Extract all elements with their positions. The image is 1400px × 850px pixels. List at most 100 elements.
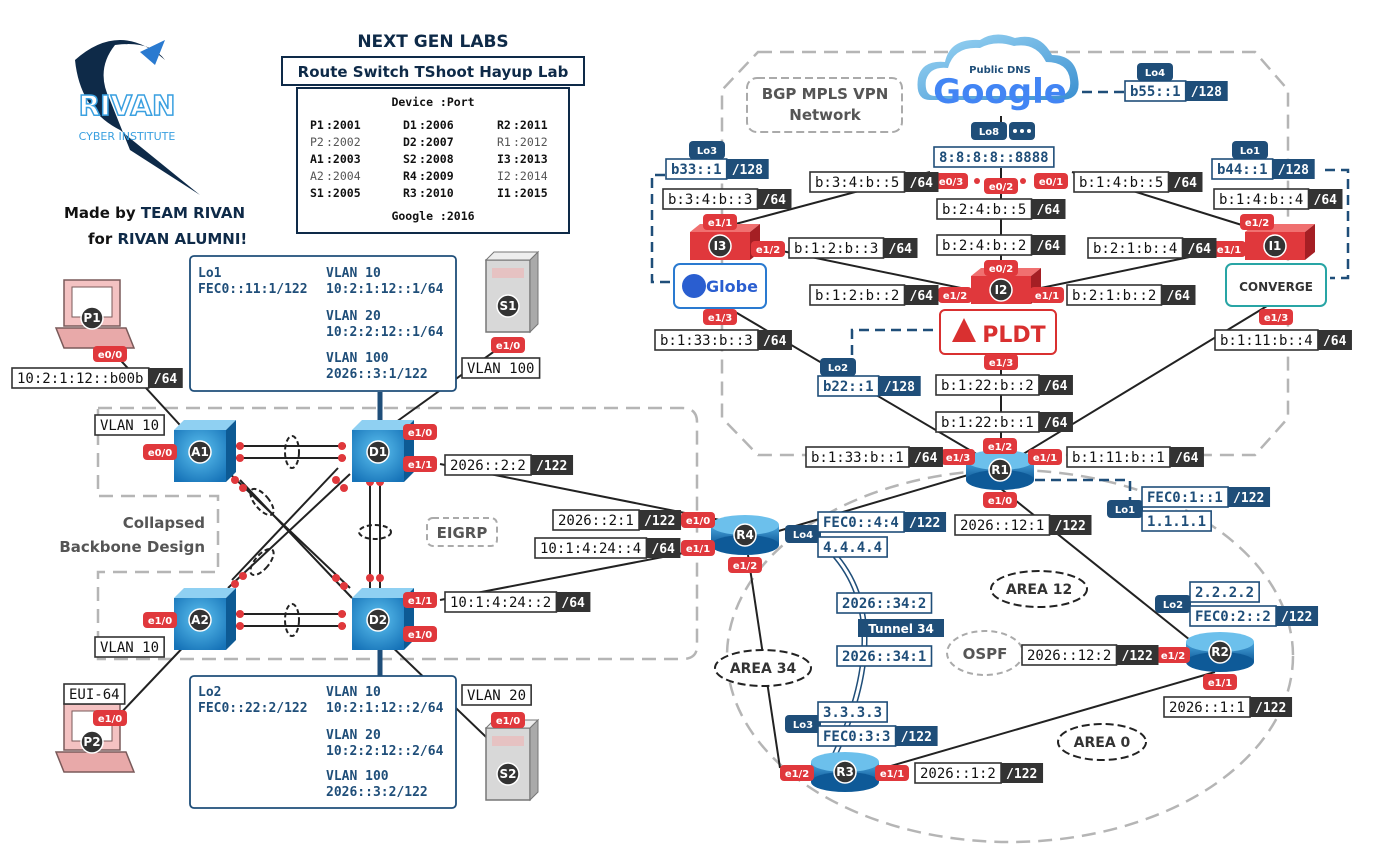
port-channel-markers bbox=[249, 435, 392, 637]
google-cloud: Public DNS Google bbox=[917, 34, 1079, 112]
tunnel-caption: Tunnel 34 bbox=[858, 619, 944, 637]
prefix-length: /64 bbox=[763, 193, 787, 208]
prefix-length: /122 bbox=[1281, 610, 1312, 625]
interface-tag: e0/2 bbox=[984, 260, 1018, 276]
router-r4[interactable]: R4 bbox=[711, 515, 779, 555]
d1-lo-addr: FEC0::11:1/122 bbox=[198, 282, 308, 297]
router-r1[interactable]: R1 bbox=[966, 450, 1034, 490]
address-text: VLAN 10 bbox=[100, 640, 159, 656]
device-name: R4 bbox=[736, 528, 754, 542]
router-r3[interactable]: R3 bbox=[811, 752, 879, 792]
interface-tag: e1/2 bbox=[1156, 647, 1190, 663]
address-text: 2026::1:2 bbox=[920, 766, 996, 782]
interface-tag: e1/1 bbox=[1030, 287, 1064, 303]
address-label: VLAN 10 bbox=[94, 636, 165, 658]
interface-name: e1/1 bbox=[880, 769, 904, 780]
server-s1[interactable]: S1 bbox=[484, 250, 540, 334]
interface-tag: e1/1 bbox=[1212, 241, 1246, 257]
switch-a1[interactable]: A1 bbox=[174, 420, 236, 482]
interface-tag: e1/1 bbox=[403, 456, 437, 472]
bgp-mpls-region bbox=[720, 50, 1290, 457]
address-label: b:1:4:b::5/64 bbox=[1073, 171, 1203, 193]
prefix-length: /64 bbox=[1044, 379, 1068, 394]
interface-tag: e1/0 bbox=[681, 512, 715, 528]
address-label: b:1:33:b::3/64 bbox=[654, 329, 792, 351]
switch-a2[interactable]: A2 bbox=[174, 588, 236, 650]
address-text: b:2:4:b::5 bbox=[942, 202, 1026, 218]
address-label: b:1:2:b::2/64 bbox=[809, 284, 939, 306]
interface-tag: e1/0 bbox=[93, 710, 127, 726]
switch-d2[interactable]: D2 bbox=[352, 588, 414, 650]
interface-tag: e1/2 bbox=[780, 765, 814, 781]
d2-lo-addr: FEC0::22:2/122 bbox=[198, 701, 308, 716]
loopback-tag: Lo4 bbox=[785, 525, 821, 543]
area12-caption: AREA 12 bbox=[990, 570, 1088, 608]
address-text: b:1:11:b::1 bbox=[1072, 450, 1165, 466]
prefix-length: /122 bbox=[1233, 491, 1264, 506]
interface-name: e1/0 bbox=[496, 716, 520, 727]
prefix-length: /122 bbox=[644, 514, 675, 529]
address-label: b:1:33:b::1/64 bbox=[805, 446, 943, 468]
lab-subtitle-box: Route Switch TShoot Hayup Lab bbox=[281, 56, 585, 86]
d2-vlan10: VLAN 10 bbox=[326, 685, 381, 700]
d2-vlan20: VLAN 20 bbox=[326, 728, 381, 743]
address-label: 2026::12:2/122 bbox=[1021, 644, 1159, 666]
address-label: 2026::12:1/122 bbox=[954, 514, 1092, 536]
loopback-name: Lo1 bbox=[1115, 505, 1135, 516]
address-label: FEC0::4:4/122 bbox=[817, 511, 947, 533]
address-label: b:1:22:b::2/64 bbox=[935, 374, 1073, 396]
port-table-device: R4 bbox=[403, 169, 417, 183]
port-table-port: :2014 bbox=[513, 169, 548, 183]
server-s2[interactable]: S2 bbox=[484, 718, 540, 802]
made-by-note: Made by TEAM RIVAN for RIVAN ALUMNI! bbox=[64, 204, 247, 248]
prefix-length: /64 bbox=[763, 334, 787, 349]
prefix-length: /64 bbox=[561, 596, 585, 611]
loopback-tag: Lo2 bbox=[1155, 595, 1191, 613]
address-text: b:2:1:b::4 bbox=[1093, 241, 1177, 257]
bgp-caption-line2: Network bbox=[789, 106, 861, 124]
interface-name: e1/3 bbox=[946, 453, 970, 464]
address-label: FEC0:2::2/122 bbox=[1189, 605, 1319, 627]
prefix-length: /64 bbox=[1167, 289, 1191, 304]
address-text: 2026::2:2 bbox=[450, 458, 526, 474]
address-text: FEC0::4:4 bbox=[823, 515, 899, 531]
address-text: 10:2:1:12::b00b bbox=[17, 371, 143, 387]
port-table: Device :Port P1:2001 D1:2006 R2:2011P2:200… bbox=[296, 87, 570, 234]
prefix-length: /64 bbox=[1037, 239, 1061, 254]
prefix-length: /128 bbox=[884, 380, 915, 395]
d1-vlan20: VLAN 20 bbox=[326, 309, 381, 324]
pc-p1[interactable]: P1 bbox=[54, 279, 136, 349]
prefix-length: /122 bbox=[1255, 701, 1286, 716]
interface-tag: e1/0 bbox=[491, 712, 525, 728]
address-text: b:1:4:b::4 bbox=[1219, 192, 1303, 208]
address-label: 3.3.3.3 bbox=[817, 701, 888, 723]
port-table-port: :2008 bbox=[419, 152, 454, 166]
pc-p2[interactable]: P2 bbox=[54, 703, 136, 773]
switch-d1[interactable]: D1 bbox=[352, 420, 414, 482]
address-label: 2026::2:2/122 bbox=[444, 454, 574, 476]
port-table-port: :2003 bbox=[326, 152, 361, 166]
d2-lo-label: Lo2 bbox=[198, 685, 221, 700]
ospf-label: OSPF bbox=[963, 645, 1008, 663]
router-r2[interactable]: R2 bbox=[1186, 632, 1254, 672]
device-name: I1 bbox=[1269, 239, 1282, 253]
globe-logo: Globe bbox=[673, 263, 767, 309]
port-table-device: S1 bbox=[310, 186, 324, 200]
port-table-device: I2 bbox=[497, 169, 511, 183]
address-text: b:1:2:b::3 bbox=[794, 241, 878, 257]
device-name: P2 bbox=[83, 735, 100, 749]
ospf-caption: OSPF bbox=[946, 630, 1024, 676]
interface-name: e1/0 bbox=[408, 630, 432, 641]
address-text: VLAN 100 bbox=[467, 361, 534, 377]
isp-router-i2[interactable]: I2 bbox=[971, 268, 1041, 304]
d2-vlan20-addr: 10:2:2:12::2/64 bbox=[326, 744, 444, 759]
address-text: b55::1 bbox=[1130, 84, 1181, 100]
address-label: VLAN 10 bbox=[94, 414, 165, 436]
port-table-port: :2011 bbox=[513, 118, 548, 132]
interface-tag: e1/0 bbox=[143, 612, 177, 628]
device-name: R3 bbox=[836, 765, 854, 779]
loopback-tag: Lo3 bbox=[785, 715, 821, 733]
interface-name: e1/1 bbox=[1208, 678, 1232, 689]
loopback-tag: Lo1 bbox=[1107, 500, 1143, 518]
d1-vlan20-addr: 10:2:2:12::1/64 bbox=[326, 325, 444, 340]
